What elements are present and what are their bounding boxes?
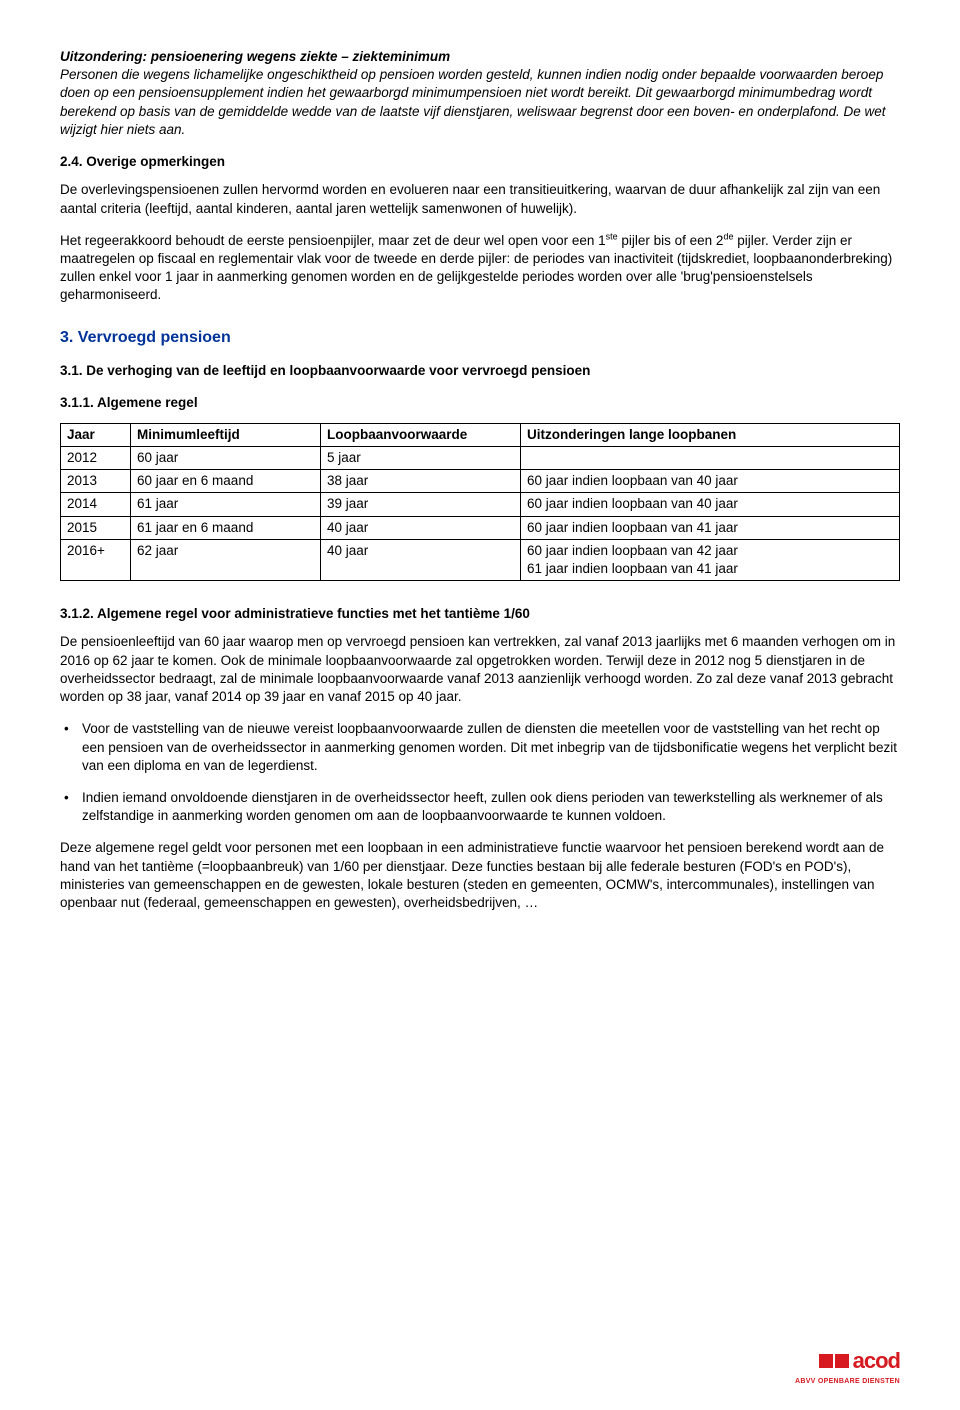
table-cell: 60 jaar xyxy=(131,446,321,469)
exception-paragraph: Uitzondering: pensioenering wegens ziekt… xyxy=(60,48,900,139)
th-jaar: Jaar xyxy=(61,423,131,446)
table-cell xyxy=(521,446,900,469)
table-cell: 2015 xyxy=(61,516,131,539)
table-row: 201461 jaar39 jaar60 jaar indien loopbaa… xyxy=(61,493,900,516)
table-cell: 2012 xyxy=(61,446,131,469)
table-row: 201360 jaar en 6 maand38 jaar60 jaar ind… xyxy=(61,470,900,493)
logo-subtitle: ABVV OPENBARE DIENSTEN xyxy=(795,1377,900,1386)
table-row: 201260 jaar5 jaar xyxy=(61,446,900,469)
p-2-4-2: Het regeerakkoord behoudt de eerste pens… xyxy=(60,232,900,305)
exception-title: Uitzondering: pensioenering wegens ziekt… xyxy=(60,49,450,64)
list-item: Indien iemand onvoldoende dienstjaren in… xyxy=(60,789,900,825)
table-cell: 39 jaar xyxy=(321,493,521,516)
heading-3-1-2: 3.1.2. Algemene regel voor administratie… xyxy=(60,605,900,623)
table-cell: 62 jaar xyxy=(131,539,321,580)
th-min: Minimumleeftijd xyxy=(131,423,321,446)
table-cell: 61 jaar en 6 maand xyxy=(131,516,321,539)
table-cell: 2014 xyxy=(61,493,131,516)
exception-body: Personen die wegens lichamelijke ongesch… xyxy=(60,67,886,137)
logo-square-icon xyxy=(819,1354,833,1368)
table-cell: 40 jaar xyxy=(321,516,521,539)
table-header-row: Jaar Minimumleeftijd Loopbaanvoorwaarde … xyxy=(61,423,900,446)
logo-square-icon xyxy=(835,1354,849,1368)
logo-text: acod xyxy=(853,1346,900,1376)
list-item: Voor de vaststelling van de nieuwe verei… xyxy=(60,720,900,775)
pension-table: Jaar Minimumleeftijd Loopbaanvoorwaarde … xyxy=(60,423,900,582)
p-3-1-2-intro: De pensioenleeftijd van 60 jaar waarop m… xyxy=(60,633,900,706)
table-cell: 2016+ xyxy=(61,539,131,580)
table-cell: 60 jaar indien loopbaan van 40 jaar xyxy=(521,470,900,493)
footer-logo: acod ABVV OPENBARE DIENSTEN xyxy=(795,1346,900,1386)
table-row: 201561 jaar en 6 maand40 jaar60 jaar ind… xyxy=(61,516,900,539)
heading-3-1: 3.1. De verhoging van de leeftijd en loo… xyxy=(60,362,900,380)
table-cell: 38 jaar xyxy=(321,470,521,493)
th-uitz: Uitzonderingen lange loopbanen xyxy=(521,423,900,446)
p-3-1-2-outro: Deze algemene regel geldt voor personen … xyxy=(60,839,900,912)
heading-3: 3. Vervroegd pensioen xyxy=(60,327,900,349)
table-row: 2016+62 jaar40 jaar60 jaar indien loopba… xyxy=(61,539,900,580)
heading-3-1-1: 3.1.1. Algemene regel xyxy=(60,394,900,412)
table-cell: 5 jaar xyxy=(321,446,521,469)
table-cell: 60 jaar indien loopbaan van 40 jaar xyxy=(521,493,900,516)
bullet-list: Voor de vaststelling van de nieuwe verei… xyxy=(60,720,900,825)
table-cell: 60 jaar en 6 maand xyxy=(131,470,321,493)
table-cell: 60 jaar indien loopbaan van 42 jaar61 ja… xyxy=(521,539,900,580)
table-cell: 40 jaar xyxy=(321,539,521,580)
heading-2-4: 2.4. Overige opmerkingen xyxy=(60,153,900,171)
th-loop: Loopbaanvoorwaarde xyxy=(321,423,521,446)
table-cell: 61 jaar xyxy=(131,493,321,516)
p-2-4-1: De overlevingspensioenen zullen hervormd… xyxy=(60,181,900,217)
table-cell: 60 jaar indien loopbaan van 41 jaar xyxy=(521,516,900,539)
table-cell: 2013 xyxy=(61,470,131,493)
